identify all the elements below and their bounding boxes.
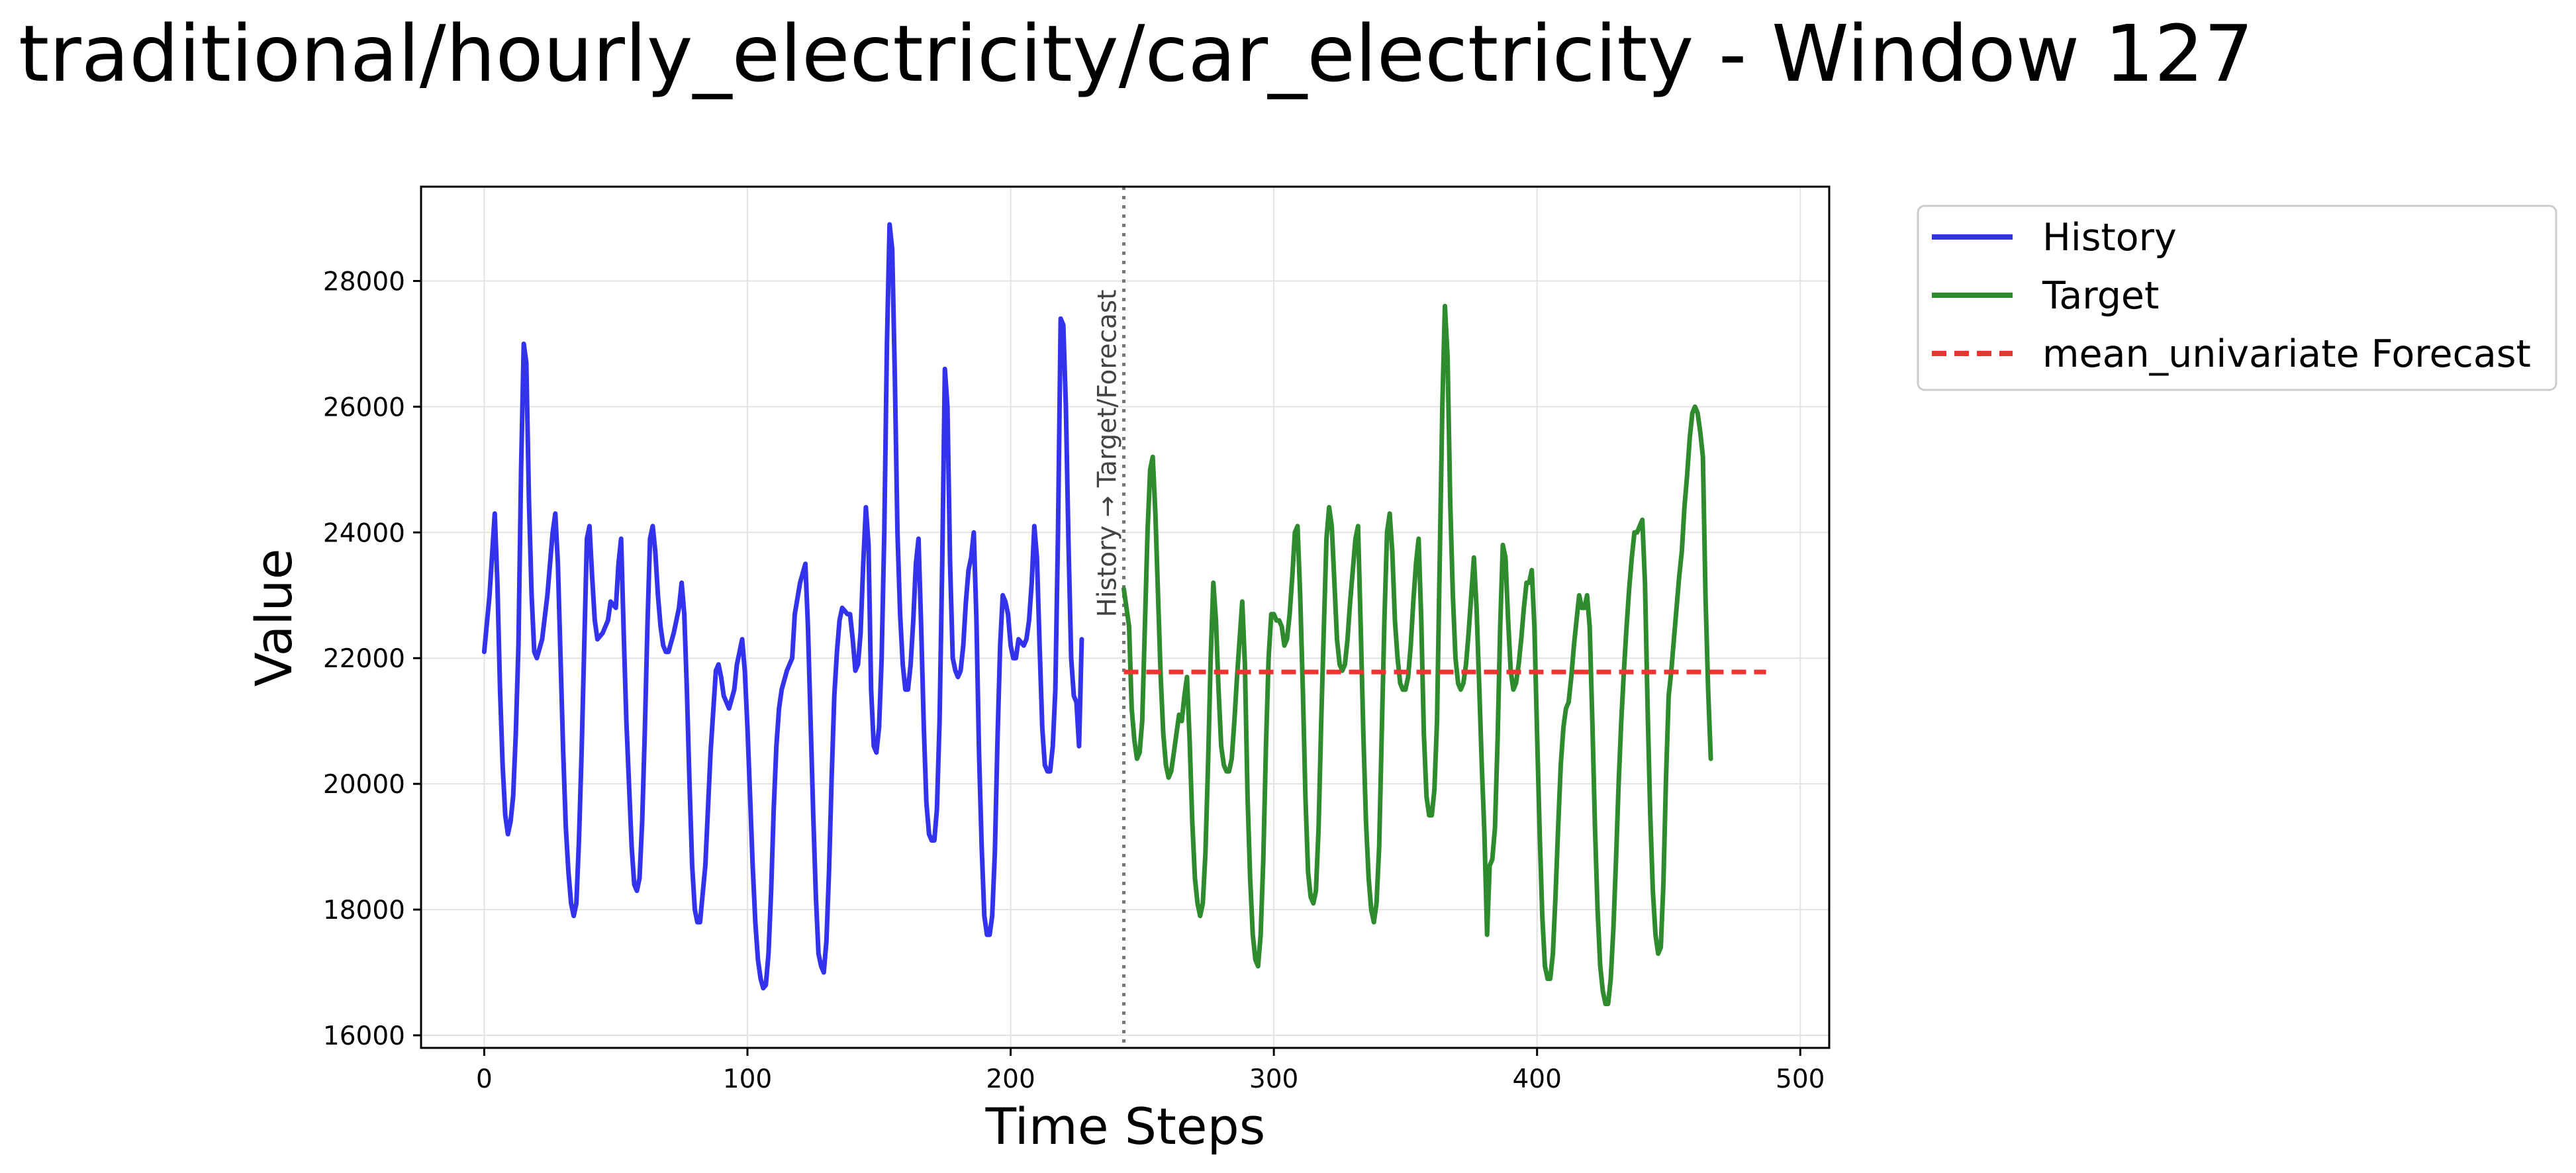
chart-title: traditional/hourly_electricity/car_elect… xyxy=(19,8,2254,99)
legend-label-0: History xyxy=(2042,216,2177,259)
legend: History Target mean_univariate Forecast xyxy=(1917,205,2557,391)
grid xyxy=(421,187,1829,1048)
y-tick-label: 20000 xyxy=(323,770,405,800)
legend-label-2: mean_univariate Forecast xyxy=(2042,332,2531,376)
y-tick-label: 16000 xyxy=(323,1021,405,1051)
series-lines xyxy=(481,222,1766,1006)
x-tick-label: 400 xyxy=(1512,1064,1561,1094)
split-marker: History → Target/Forecast xyxy=(1093,187,1126,1048)
legend-frame xyxy=(1917,205,2557,391)
legend-label-1: Target xyxy=(2042,274,2159,318)
series-line-0 xyxy=(481,222,1084,991)
y-axis-ticks: 16000 18000 20000 22000 24000 26000 28000 xyxy=(323,267,421,1051)
y-tick-label: 24000 xyxy=(323,518,405,548)
x-tick-label: 500 xyxy=(1776,1064,1825,1094)
y-tick-label: 28000 xyxy=(323,267,405,297)
x-tick-label: 300 xyxy=(1249,1064,1298,1094)
x-tick-label: 0 xyxy=(476,1064,493,1094)
x-tick-label: 200 xyxy=(986,1064,1035,1094)
y-axis-label: Value xyxy=(244,549,303,687)
y-tick-label: 22000 xyxy=(323,644,405,674)
series-line-1 xyxy=(1121,303,1713,1006)
x-axis-ticks: 0 100 200 300 400 500 xyxy=(476,1048,1825,1094)
x-tick-label: 100 xyxy=(723,1064,772,1094)
plot-area-frame xyxy=(420,185,1831,1049)
y-tick-label: 18000 xyxy=(323,896,405,925)
y-tick-label: 26000 xyxy=(323,393,405,422)
split-annotation: History → Target/Forecast xyxy=(1093,289,1123,617)
x-axis-label: Time Steps xyxy=(985,1097,1266,1156)
